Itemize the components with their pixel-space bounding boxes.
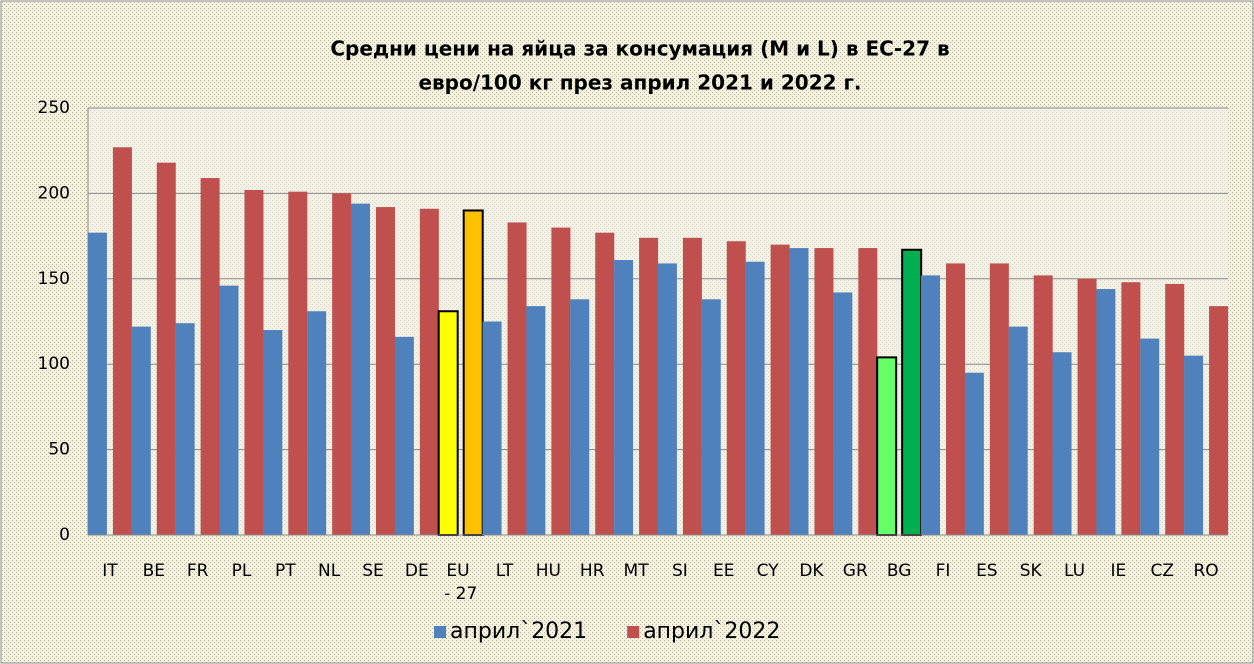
bar (1052, 352, 1072, 535)
bar (200, 178, 220, 535)
x-tick-label: IT (102, 561, 118, 581)
x-tick-label: ES (976, 561, 998, 581)
bar (901, 248, 923, 536)
bar (858, 248, 878, 535)
chart-title: евро/100 кг през април 2021 и 2022 г. (418, 71, 861, 95)
bar (1184, 355, 1204, 535)
bar (175, 323, 195, 535)
bar (876, 356, 898, 537)
x-tick-label: MT (624, 561, 650, 581)
x-tick-label: SE (362, 561, 384, 581)
bar (551, 227, 571, 535)
bar (419, 208, 439, 535)
x-tick-label: DE (405, 561, 429, 581)
x-tick-label: LU (1064, 561, 1085, 581)
bar (789, 248, 809, 535)
x-tick-label: HR (580, 561, 605, 581)
x-tick-label-part: EU (446, 561, 475, 581)
bar (614, 260, 634, 535)
x-tick-label: IE (1111, 561, 1127, 581)
bar (219, 285, 239, 535)
x-tick-label: LT (496, 561, 514, 581)
bar (682, 237, 702, 536)
bar (263, 330, 283, 535)
x-tick-label: FI (936, 561, 951, 581)
x-tick-label: RO (1193, 561, 1218, 581)
legend-swatch (434, 626, 446, 638)
y-tick-label: 0 (59, 525, 70, 545)
bar (1140, 338, 1160, 535)
x-tick-label: FR (187, 561, 209, 581)
bar (1121, 282, 1141, 535)
bar (1165, 283, 1185, 535)
x-tick-label: SK (1020, 561, 1043, 581)
bar (726, 241, 746, 535)
x-tick-label: PL (232, 561, 252, 581)
bar (701, 299, 721, 535)
bar (1008, 326, 1028, 535)
bar (394, 336, 414, 535)
bar (964, 372, 984, 535)
bar (332, 193, 352, 535)
bar (1209, 306, 1229, 535)
bar (307, 311, 327, 535)
bar (770, 244, 790, 535)
x-tick-label: BG (887, 561, 912, 581)
bar (1077, 278, 1097, 535)
bar (156, 162, 176, 535)
bar (814, 248, 834, 535)
chart-title: Средни цени на яйца за консумация (M и L… (330, 37, 949, 61)
legend-swatch (627, 626, 640, 638)
y-tick-label: 250 (38, 98, 70, 118)
x-tick-label: CZ (1150, 561, 1174, 581)
bar (112, 147, 132, 535)
bar (946, 263, 965, 535)
bar (1096, 289, 1116, 535)
bar (87, 232, 107, 535)
bar (745, 261, 765, 535)
x-tick-label: SI (672, 561, 688, 581)
x-tick-label: PT (275, 561, 296, 581)
x-tick-label: GR (843, 561, 868, 581)
x-tick-label: NL (318, 561, 341, 581)
x-tick-label: DK (799, 561, 824, 581)
bar (1033, 275, 1053, 535)
bar (462, 209, 484, 536)
bar (131, 326, 151, 535)
bar (833, 292, 853, 535)
y-tick-label: 150 (38, 269, 70, 289)
bar (351, 203, 370, 535)
bar (921, 275, 940, 535)
bar (657, 263, 677, 535)
x-tick-label: HU (536, 561, 561, 581)
bar (570, 299, 590, 535)
x-tick-label: EU - 27 (444, 561, 477, 604)
x-tick-label: CY (757, 561, 780, 581)
bar (526, 306, 546, 535)
bar (989, 263, 1009, 535)
bar (595, 232, 615, 535)
legend-label: април`2021 (450, 619, 587, 644)
bar (376, 207, 395, 535)
bar (244, 189, 264, 535)
x-tick-label-part: - 27 (444, 584, 477, 604)
bar (437, 310, 459, 537)
bar (482, 321, 502, 535)
legend-label: април`2022 (643, 619, 780, 644)
bar (639, 237, 659, 536)
y-tick-label: 50 (48, 440, 70, 460)
bar (507, 222, 527, 535)
x-tick-label: BE (143, 561, 165, 581)
x-tick-label: EE (713, 561, 734, 581)
bar (288, 191, 308, 535)
y-tick-label: 100 (38, 354, 70, 374)
y-tick-label: 200 (38, 183, 70, 203)
